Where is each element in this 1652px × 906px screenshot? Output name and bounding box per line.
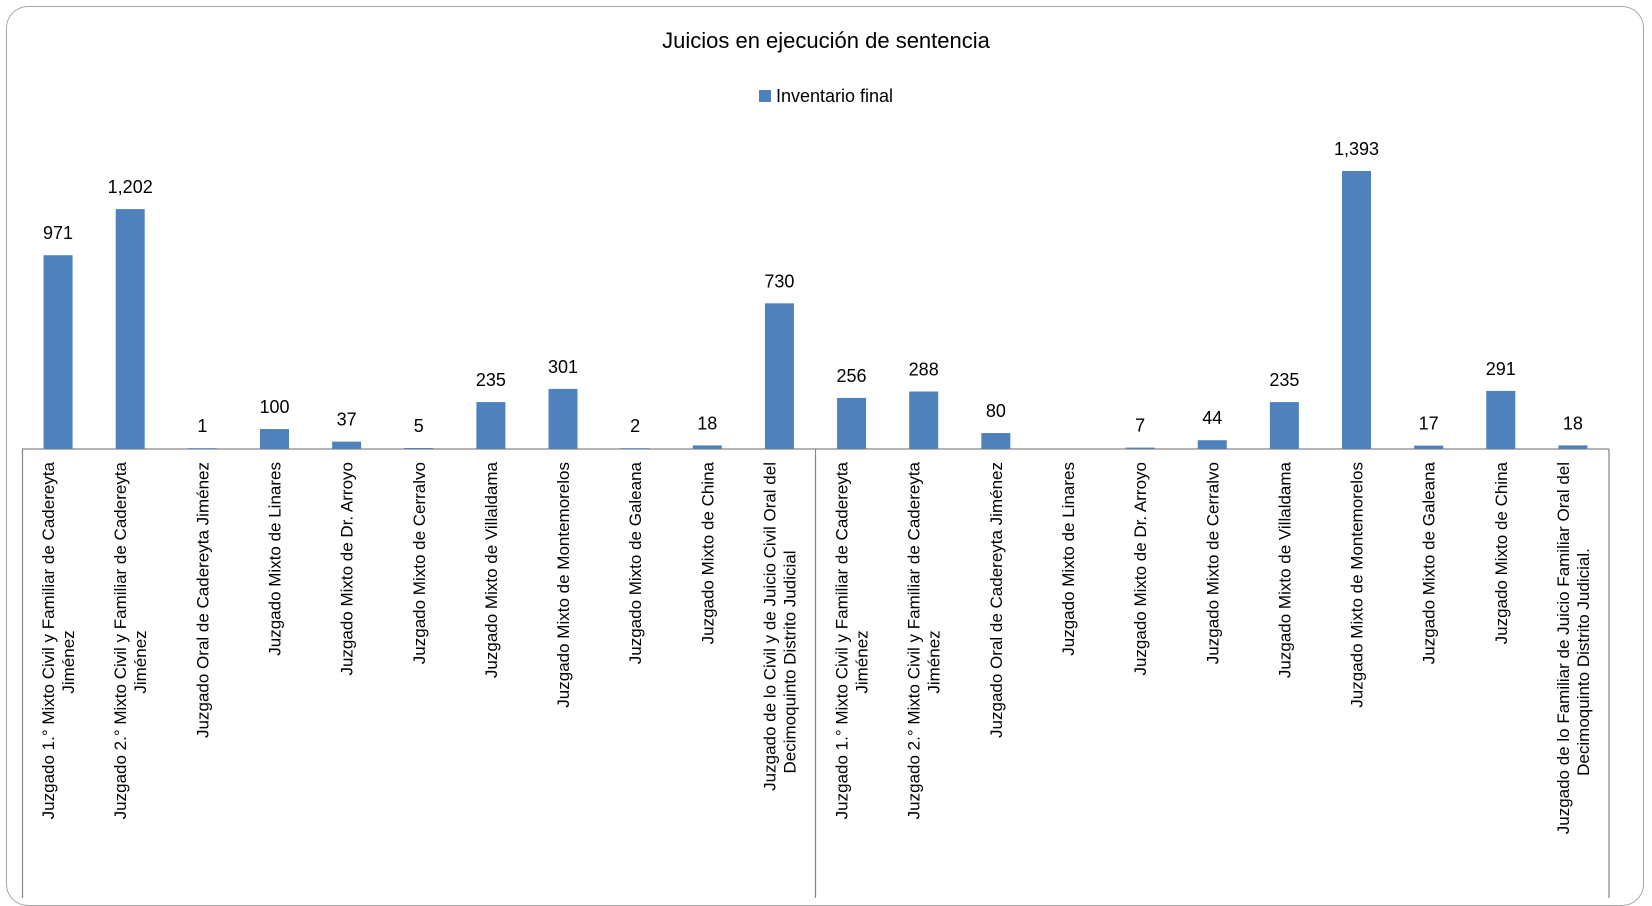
category-label-line: Juzgado Mixto de Villaldama bbox=[1275, 461, 1294, 678]
bar bbox=[187, 448, 217, 449]
category-label: Juzgado Mixto de Villaldama bbox=[482, 461, 501, 678]
category-label: Juzgado Mixto de Villaldama bbox=[1275, 461, 1294, 678]
legend-label: Inventario final bbox=[775, 86, 894, 106]
data-label: 1 bbox=[197, 416, 207, 436]
category-label-line: Juzgado Mixto de Linares bbox=[265, 462, 284, 656]
bar bbox=[981, 433, 1011, 449]
category-label-line: Juzgado Mixto de China bbox=[698, 461, 717, 644]
category-label: Juzgado Mixto de Dr. Arroyo bbox=[338, 462, 357, 676]
data-label: 235 bbox=[476, 370, 506, 390]
legend-swatch bbox=[758, 90, 771, 102]
data-label: 256 bbox=[837, 366, 867, 386]
category-label: Juzgado Mixto de Cerralvo bbox=[410, 462, 429, 664]
category-label: Juzgado 1.° Mixto Civil y Familiar de Ca… bbox=[39, 461, 78, 819]
data-label: 971 bbox=[43, 223, 73, 243]
category-label-line: Jiménez bbox=[853, 630, 872, 693]
category-label-line: Jiménez bbox=[925, 630, 944, 693]
bar bbox=[837, 397, 867, 449]
category-label-line: Juzgado Mixto de Dr. Arroyo bbox=[338, 462, 357, 676]
bar bbox=[1197, 440, 1227, 449]
bar bbox=[404, 448, 434, 449]
bar bbox=[1558, 445, 1588, 449]
data-label: 730 bbox=[764, 271, 794, 291]
data-label: 18 bbox=[697, 413, 717, 433]
data-label: 5 bbox=[414, 416, 424, 436]
bar bbox=[548, 388, 578, 449]
category-label: Juzgado 1.° Mixto Civil y Familiar de Ca… bbox=[833, 461, 872, 819]
bar bbox=[332, 441, 362, 449]
category-label-line: Juzgado 2.° Mixto Civil y Familiar de Ca… bbox=[905, 461, 924, 819]
category-label-line: Juzgado de lo Familiar de Juicio Familia… bbox=[1554, 462, 1573, 834]
category-label: Juzgado Mixto de Galeana bbox=[1420, 461, 1439, 664]
legend: Inventario final bbox=[0, 86, 1652, 107]
category-label-line: Juzgado 1.° Mixto Civil y Familiar de Ca… bbox=[833, 461, 852, 819]
data-label: 37 bbox=[337, 410, 357, 430]
category-label-line: Juzgado Mixto de Dr. Arroyo bbox=[1131, 462, 1150, 676]
bar bbox=[259, 429, 289, 449]
category-label-line: Juzgado Oral de Cadereyta Jiménez bbox=[987, 462, 1006, 738]
category-label-line: Decimoquinto Distrito Judicial bbox=[780, 551, 799, 774]
data-label: 7 bbox=[1135, 416, 1145, 436]
bar bbox=[476, 402, 506, 449]
category-label-line: Juzgado Mixto de Montemorelos bbox=[1348, 462, 1367, 708]
category-label: Juzgado 2.° Mixto Civil y Familiar de Ca… bbox=[111, 461, 150, 819]
category-label: Juzgado Mixto de Montemorelos bbox=[554, 462, 573, 708]
category-label: Juzgado 2.° Mixto Civil y Familiar de Ca… bbox=[905, 461, 944, 819]
data-label: 17 bbox=[1419, 414, 1439, 434]
data-label: 301 bbox=[548, 357, 578, 377]
category-label-line: Juzgado Mixto de Cerralvo bbox=[410, 462, 429, 664]
data-label: 291 bbox=[1486, 359, 1516, 379]
bar bbox=[692, 445, 722, 449]
bar bbox=[764, 303, 794, 449]
bar bbox=[1342, 171, 1372, 449]
category-label-line: Jiménez bbox=[131, 630, 150, 693]
bar bbox=[620, 448, 650, 449]
category-label-line: Jiménez bbox=[59, 630, 78, 693]
category-label-line: Juzgado Mixto de Galeana bbox=[626, 461, 645, 664]
category-label-line: Juzgado Mixto de Montemorelos bbox=[554, 462, 573, 708]
category-label-line: Juzgado Mixto de Galeana bbox=[1420, 461, 1439, 664]
category-label: Juzgado de lo Civil y de Juicio Civil Or… bbox=[760, 462, 799, 791]
bar bbox=[1269, 402, 1299, 449]
category-label-line: Juzgado Mixto de Villaldama bbox=[482, 461, 501, 678]
category-label: Juzgado Mixto de Linares bbox=[1059, 462, 1078, 656]
category-label: Juzgado Oral de Cadereyta Jiménez bbox=[987, 462, 1006, 738]
bar bbox=[1486, 390, 1516, 449]
category-label: Juzgado Mixto de Cerralvo bbox=[1203, 462, 1222, 664]
data-label: 18 bbox=[1563, 413, 1583, 433]
category-label-line: Juzgado Mixto de Linares bbox=[1059, 462, 1078, 656]
data-label: 1,393 bbox=[1334, 139, 1379, 159]
bar bbox=[909, 391, 939, 449]
category-label: Juzgado Oral de Cadereyta Jiménez bbox=[193, 462, 212, 738]
bar bbox=[1414, 445, 1444, 449]
data-label: 44 bbox=[1202, 408, 1222, 428]
category-label: Juzgado Mixto de China bbox=[1492, 461, 1511, 644]
data-label: 235 bbox=[1269, 370, 1299, 390]
category-label: Juzgado Mixto de Galeana bbox=[626, 461, 645, 664]
chart-title: Juicios en ejecución de sentencia bbox=[662, 28, 990, 53]
category-label-line: Juzgado de lo Civil y de Juicio Civil Or… bbox=[760, 462, 779, 791]
category-label-line: Juzgado Mixto de Cerralvo bbox=[1203, 462, 1222, 664]
bar bbox=[115, 209, 145, 449]
chart-frame bbox=[6, 6, 1644, 906]
data-label: 1,202 bbox=[108, 177, 153, 197]
category-label: Juzgado Mixto de China bbox=[698, 461, 717, 644]
data-label: 2 bbox=[630, 416, 640, 436]
category-label-line: Decimoquinto Distrito Judicial. bbox=[1574, 548, 1593, 776]
bar bbox=[1125, 447, 1155, 449]
category-label: Juzgado Mixto de Dr. Arroyo bbox=[1131, 462, 1150, 676]
data-label: 80 bbox=[986, 401, 1006, 421]
category-label-line: Juzgado Oral de Cadereyta Jiménez bbox=[193, 462, 212, 738]
bar bbox=[43, 255, 73, 449]
data-label: 288 bbox=[909, 360, 939, 380]
data-label: 100 bbox=[259, 397, 289, 417]
category-label-line: Juzgado 2.° Mixto Civil y Familiar de Ca… bbox=[111, 461, 130, 819]
category-label: Juzgado Mixto de Montemorelos bbox=[1348, 462, 1367, 708]
category-label-line: Juzgado 1.° Mixto Civil y Familiar de Ca… bbox=[39, 461, 58, 819]
category-label: Juzgado de lo Familiar de Juicio Familia… bbox=[1554, 462, 1593, 834]
category-label: Juzgado Mixto de Linares bbox=[265, 462, 284, 656]
category-label-line: Juzgado Mixto de China bbox=[1492, 461, 1511, 644]
